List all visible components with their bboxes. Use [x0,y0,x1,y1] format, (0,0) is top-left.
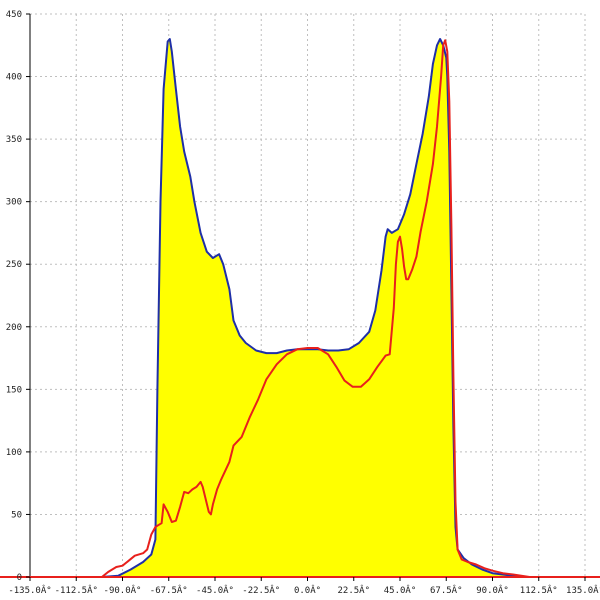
x-tick-label: 90.0Â° [476,584,509,596]
x-tick-label: -67.5Â° [150,584,188,596]
y-tick-label: 400 [6,73,22,83]
series-layer [100,38,531,578]
series-2-line [100,39,531,578]
y-tick-label: 100 [6,448,22,458]
y-tick-label: 350 [6,135,22,145]
x-tick-label: 22.5Â° [337,584,370,596]
y-tick-label: 200 [6,323,22,333]
x-tick-label: 67.5Â° [430,584,463,596]
tick-labels: -135.0Â° -112.5Â° -90.0Â° -67.5Â° -45.0Â° -22… [6,10,600,596]
x-tick-label: 135.0Â° [566,584,600,596]
y-tick-label: 0 [17,573,22,583]
series-1-area [101,39,522,577]
x-tick-label: -112.5Â° [55,584,98,596]
y-tick-label: 450 [6,10,22,20]
y-tick-label: 250 [6,260,22,270]
x-tick-label: -135.0Â° [8,584,51,596]
y-tick-label: 50 [11,510,22,520]
x-tick-label: 112.5Â° [520,584,558,596]
x-tick-label: 45.0Â° [384,584,417,596]
y-tick-label: 300 [6,198,22,208]
x-tick-label: -45.0Â° [196,584,234,596]
x-tick-label: -22.5Â° [242,584,280,596]
y-tick-label: 150 [6,385,22,395]
axes [0,14,600,578]
x-tick-label: -90.0Â° [104,584,142,596]
x-tick-label: 0.0Â° [294,584,321,596]
